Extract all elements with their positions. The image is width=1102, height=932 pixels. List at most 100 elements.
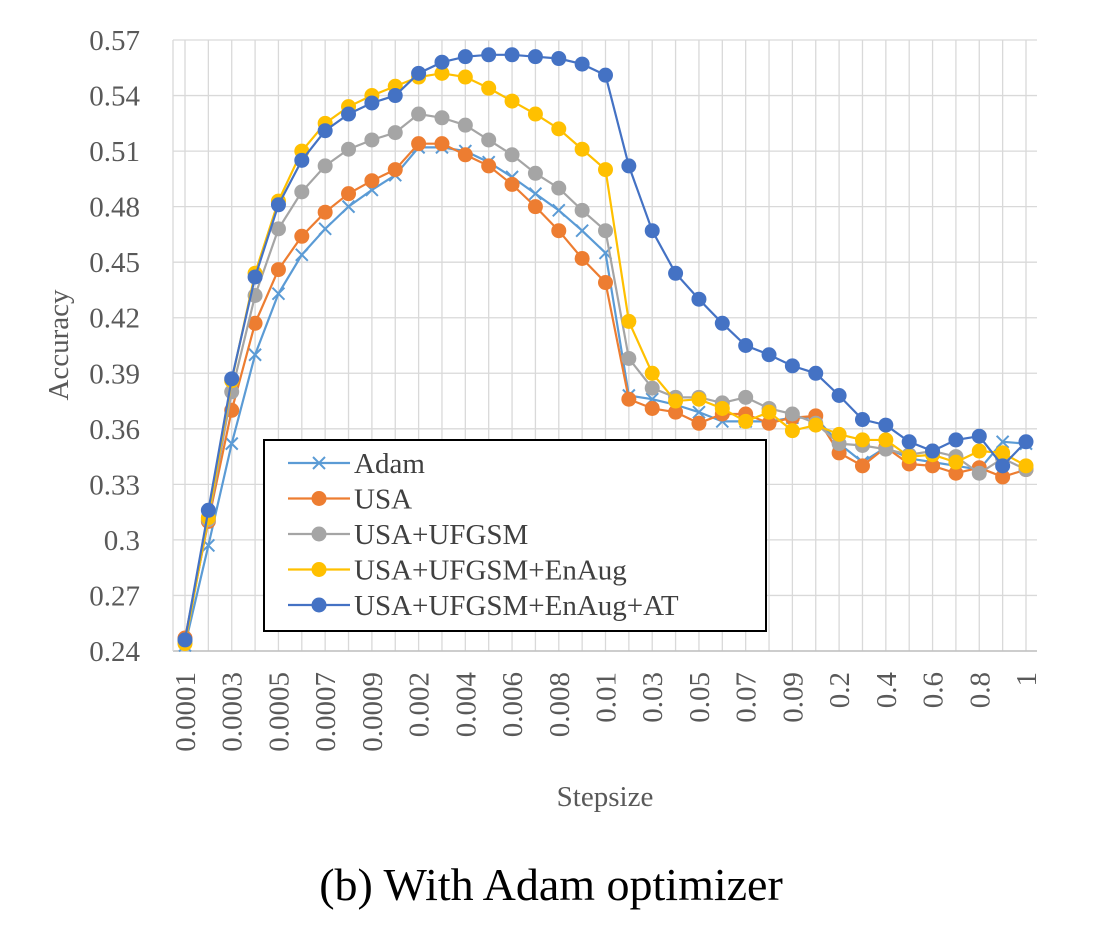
legend-entry: USA+UFGSM+EnAug+AT bbox=[288, 590, 679, 622]
legend-label: USA+UFGSM bbox=[354, 519, 528, 551]
data-point bbox=[574, 202, 590, 218]
data-point bbox=[434, 110, 450, 126]
data-point bbox=[901, 449, 917, 465]
data-point bbox=[995, 458, 1011, 474]
data-point bbox=[294, 152, 310, 168]
x-axis-title: Stepsize bbox=[557, 781, 654, 813]
data-point bbox=[995, 435, 1010, 449]
x-tick-label: 0.0003 bbox=[217, 672, 249, 752]
x-tick-label: 0.2 bbox=[824, 672, 856, 708]
data-point bbox=[948, 454, 964, 470]
data-point bbox=[341, 106, 357, 122]
data-point bbox=[504, 147, 520, 163]
data-point bbox=[738, 338, 754, 353]
data-point bbox=[644, 380, 660, 396]
legend-label: USA+UFGSM+EnAug+AT bbox=[354, 590, 679, 622]
data-point bbox=[270, 221, 286, 237]
data-point bbox=[294, 228, 310, 244]
data-point bbox=[551, 180, 567, 196]
data-point bbox=[504, 93, 520, 109]
data-point bbox=[457, 147, 473, 163]
data-point bbox=[621, 158, 637, 174]
data-point bbox=[971, 465, 987, 481]
data-point bbox=[247, 269, 263, 285]
x-tick-label: 0.0001 bbox=[170, 672, 202, 752]
data-point bbox=[270, 262, 286, 278]
data-point bbox=[271, 286, 286, 301]
x-tick-label: 0.006 bbox=[497, 672, 529, 737]
data-point bbox=[528, 186, 543, 201]
data-point bbox=[1018, 458, 1034, 474]
data-point bbox=[808, 365, 824, 381]
data-point bbox=[551, 121, 567, 137]
data-point bbox=[738, 413, 754, 429]
data-point bbox=[504, 47, 520, 63]
data-point bbox=[387, 125, 403, 141]
data-point bbox=[247, 315, 263, 331]
data-point bbox=[387, 88, 403, 104]
data-point bbox=[311, 526, 327, 542]
data-point bbox=[995, 445, 1011, 461]
data-point bbox=[311, 597, 327, 613]
data-point bbox=[527, 199, 543, 215]
data-point bbox=[598, 275, 613, 291]
data-point bbox=[971, 428, 987, 444]
data-point bbox=[200, 502, 216, 518]
y-axis-title: Accuracy bbox=[43, 289, 75, 401]
data-point bbox=[318, 222, 332, 236]
data-point bbox=[317, 204, 333, 220]
data-point bbox=[901, 434, 917, 450]
data-point bbox=[177, 632, 193, 648]
data-point bbox=[831, 426, 847, 442]
data-point bbox=[761, 415, 777, 431]
data-point bbox=[644, 223, 660, 239]
x-tick-label: 0.008 bbox=[544, 672, 576, 737]
data-point bbox=[317, 123, 333, 139]
data-point bbox=[668, 265, 684, 281]
y-tick-label: 0.33 bbox=[89, 469, 140, 501]
data-point bbox=[387, 162, 403, 178]
x-tick-label: 0.05 bbox=[684, 672, 716, 723]
data-point bbox=[341, 186, 357, 202]
data-point bbox=[481, 47, 497, 63]
data-point bbox=[295, 248, 309, 262]
data-point bbox=[761, 347, 777, 363]
legend-entry: USA+UFGSM+EnAug bbox=[288, 555, 627, 587]
data-point bbox=[948, 432, 964, 448]
data-point bbox=[878, 417, 894, 433]
data-point bbox=[457, 117, 473, 133]
data-point bbox=[621, 313, 637, 329]
data-point bbox=[504, 176, 520, 192]
x-tick-labels: 0.0001 0.0003 0.0005 0.0007 0.0009 0.002 0.004… bbox=[170, 672, 1043, 752]
y-tick-label: 0.27 bbox=[89, 580, 140, 612]
y-tick-label: 0.42 bbox=[89, 303, 140, 335]
x-tick-label: 0.0005 bbox=[263, 672, 295, 752]
data-point bbox=[621, 350, 637, 366]
data-point bbox=[948, 465, 964, 481]
data-point bbox=[317, 158, 333, 174]
y-tick-label: 0.54 bbox=[89, 81, 140, 113]
data-point bbox=[644, 365, 660, 381]
data-point bbox=[574, 56, 590, 72]
legend-box bbox=[263, 439, 767, 632]
data-point bbox=[668, 393, 684, 409]
data-point bbox=[644, 400, 660, 416]
data-point bbox=[341, 141, 357, 157]
data-point bbox=[527, 165, 543, 181]
legend-entry: USA+UFGSM bbox=[288, 519, 528, 551]
data-point bbox=[248, 348, 262, 362]
data-point bbox=[311, 562, 327, 577]
data-point bbox=[971, 443, 987, 459]
data-point bbox=[738, 389, 754, 405]
series-group bbox=[177, 47, 1034, 653]
data-point bbox=[925, 458, 941, 474]
data-point bbox=[668, 404, 684, 420]
x-tick-label: 0.8 bbox=[964, 672, 996, 708]
data-point bbox=[854, 458, 870, 474]
x-tick-label: 0.01 bbox=[591, 672, 623, 723]
data-point bbox=[691, 415, 707, 431]
data-point bbox=[341, 199, 356, 214]
data-point bbox=[691, 291, 707, 307]
series-usa-ufgsm-enaug-at bbox=[177, 47, 1034, 648]
